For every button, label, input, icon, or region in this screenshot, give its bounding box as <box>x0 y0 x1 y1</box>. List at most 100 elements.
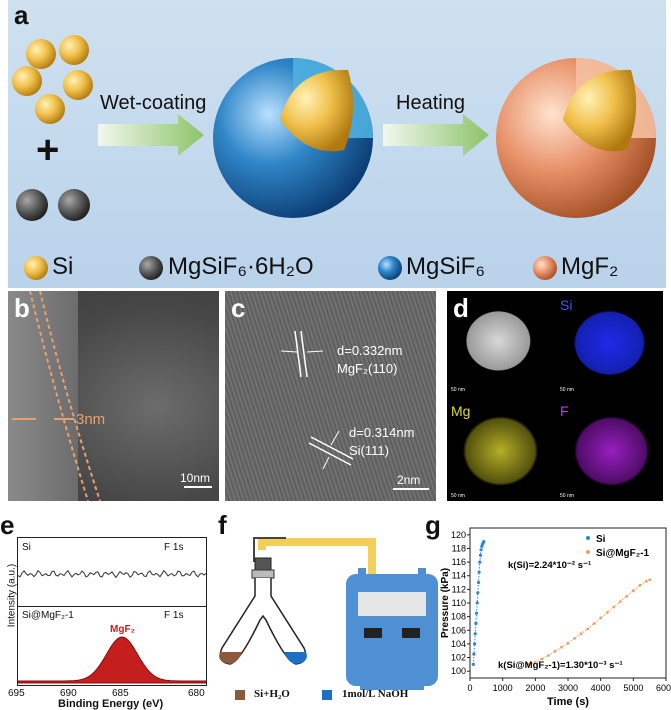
scale-bar-label: 2nm <box>397 473 421 487</box>
y-tick-label: 100 <box>451 666 466 676</box>
xps-peak-label: MgF₂ <box>110 624 135 635</box>
chart-legend: Si Si@MgF₂-1 <box>586 534 650 559</box>
x-tick-label: 3000 <box>558 683 578 693</box>
panel-b-tem-image: b 3nm 10nm <box>8 291 219 501</box>
xps-si-mgf2-spectrum <box>18 636 206 684</box>
mg-channel-label: Mg <box>451 403 471 419</box>
panel-b-label: b <box>14 293 30 323</box>
coating-outer-boundary <box>29 291 89 501</box>
x-axis: 0 1000 2000 3000 4000 5000 6000 <box>467 678 671 693</box>
si-particle <box>26 39 56 69</box>
data-point <box>471 662 475 666</box>
panel-e-label: e <box>0 510 15 540</box>
legend-si: Si <box>52 253 74 280</box>
data-point <box>474 621 478 626</box>
sensor-display <box>358 592 426 616</box>
legend-mgf2-ball <box>533 256 557 280</box>
mg-map <box>447 397 554 501</box>
xps-ylabel: Intensity (a.u.) <box>6 563 18 628</box>
xps-plot: Si F 1s Si@MgF₂-1 F 1s MgF₂ <box>17 537 207 686</box>
haadf-image <box>447 291 554 395</box>
y-tick-label: 118 <box>452 543 466 553</box>
xps-bottom-peak: F 1s <box>164 610 184 621</box>
scale-bar-label: 50 nm <box>560 493 574 499</box>
legend-naoh: 1mol/L NaOH <box>342 688 409 700</box>
xps-xtick: 690 <box>60 688 77 699</box>
xps-si-spectrum <box>18 569 206 579</box>
y-tick-label: 106 <box>451 625 466 635</box>
y-tick-label: 110 <box>452 598 466 608</box>
x-tick-label: 4000 <box>591 683 611 693</box>
rate-annotation-si: k(Si)=2.24*10⁻² s⁻¹ <box>508 560 591 571</box>
panel-a-schematic: a <box>8 0 666 288</box>
y-tick-label: 114 <box>452 571 466 581</box>
y-axis: 100 102 104 106 108 110 112 114 116 118 120 <box>451 530 470 676</box>
legend-mgf2: MgF₂ <box>561 253 619 280</box>
stopper <box>254 557 272 571</box>
xps-bottom-sample: Si@MgF₂-1 <box>22 610 74 621</box>
panel-d-eds-maps: d Si Mg F 50 nm 50 nm 50 nm 50 nm <box>447 291 663 501</box>
xps-divider <box>18 606 206 607</box>
left-liquid <box>219 652 242 664</box>
panel-c-hrtem-image: c d=0.332nm MgF₂(110) d=0.314nm Si(111) … <box>225 291 436 501</box>
series-layer <box>471 540 652 666</box>
x-axis-title: Time (s) <box>547 696 589 708</box>
xps-xtick: 695 <box>8 688 25 699</box>
scale-bar-label: 50 nm <box>560 387 574 393</box>
si-plane: Si(111) <box>349 443 389 458</box>
data-point <box>477 570 481 574</box>
mgf2-plane: MgF₂(110) <box>337 361 398 376</box>
si-particle <box>63 70 93 100</box>
panel-f-apparatus <box>219 537 438 690</box>
data-point <box>473 642 477 646</box>
mgsif6-6h2o-particle <box>58 189 90 221</box>
x-tick-label: 2000 <box>525 683 545 693</box>
series-line <box>472 541 485 665</box>
xps-curves <box>18 569 206 684</box>
scale-bar-label: 10nm <box>180 471 211 485</box>
panel-d-label: d <box>453 293 469 323</box>
plus-sign: + <box>36 128 60 172</box>
legend-marker <box>586 550 590 554</box>
data-point <box>476 591 480 595</box>
mgsif6-6h2o-particle <box>16 189 48 221</box>
x-tick-label: 6000 <box>656 683 671 693</box>
data-point <box>475 601 479 605</box>
x-tick-label: 5000 <box>623 683 643 693</box>
f-map <box>556 397 663 501</box>
legend-si-ball <box>24 256 48 280</box>
x-tick-label: 0 <box>467 683 472 693</box>
sensor-button-right <box>402 628 420 638</box>
y-tick-label: 112 <box>452 584 466 594</box>
y-tick-label: 102 <box>451 653 466 663</box>
legend-swatch-naoh <box>322 690 332 700</box>
si-core <box>280 69 354 152</box>
legend-mgsif6: MgSiF₆ <box>406 253 486 280</box>
si-particle <box>59 35 89 65</box>
legend-mgsif6-6h2o-ball <box>139 256 163 280</box>
panel-g-label: g <box>425 510 441 540</box>
data-point <box>482 540 486 544</box>
right-liquid <box>284 652 307 664</box>
si-channel-label: Si <box>560 297 573 313</box>
wet-coating-label: Wet-coating <box>100 92 207 114</box>
y-tick-label: 104 <box>451 639 466 649</box>
y-reaction-tube <box>219 578 307 665</box>
panel-f-label: f <box>218 510 227 540</box>
si-d-spacing: d=0.314nm <box>349 425 415 440</box>
x-tick-label: 1000 <box>493 683 513 693</box>
si-particle <box>35 94 65 124</box>
y-tick-label: 120 <box>451 530 466 540</box>
legend-marker <box>586 536 590 540</box>
panel-c-label: c <box>231 293 246 323</box>
panel-a-graphics <box>12 35 656 280</box>
coating-inner-boundary <box>39 291 101 501</box>
legend-entry: Si <box>596 534 606 545</box>
legend-mgsif6-6h2o: MgSiF₆·6H₂O <box>168 253 314 280</box>
xps-xtick: 680 <box>188 688 205 699</box>
heating-label: Heating <box>396 92 465 114</box>
scale-bar-label: 50 nm <box>451 387 465 393</box>
legend-entry: Si@MgF₂-1 <box>596 548 650 559</box>
scale-bar-label: 50 nm <box>451 493 465 499</box>
heating-arrow <box>383 114 489 156</box>
